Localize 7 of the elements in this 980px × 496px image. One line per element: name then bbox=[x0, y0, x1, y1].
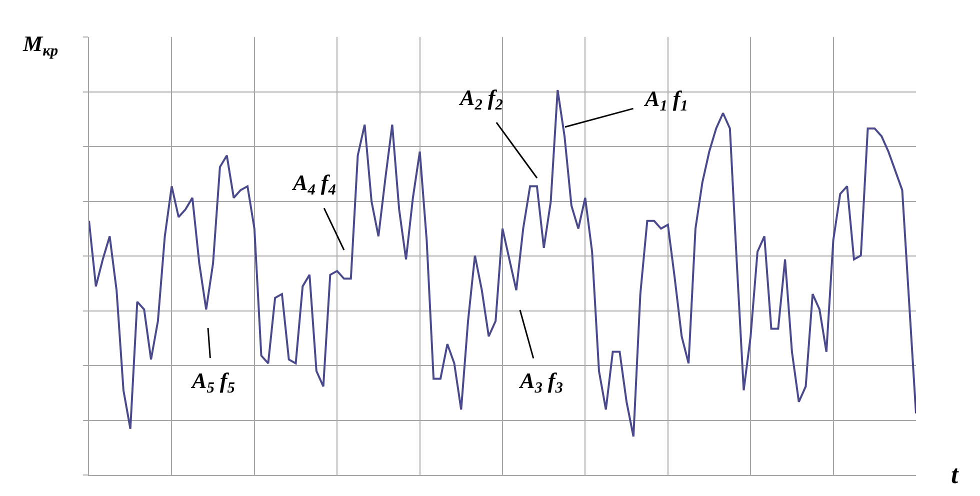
annotation: A$_{4}$ f$_{4}$ bbox=[291, 170, 336, 199]
y-axis-title: M$_{кр}$ bbox=[22, 31, 58, 60]
x-axis-title: t bbox=[951, 460, 959, 489]
annotation: A$_{2}$ f$_{2}$ bbox=[458, 85, 504, 114]
annotation: A$_{1}$ f$_{1}$ bbox=[643, 86, 688, 115]
annotation: A$_{3}$ f$_{3}$ bbox=[518, 368, 564, 397]
annotation: A$_{5}$ f$_{5}$ bbox=[190, 368, 236, 397]
